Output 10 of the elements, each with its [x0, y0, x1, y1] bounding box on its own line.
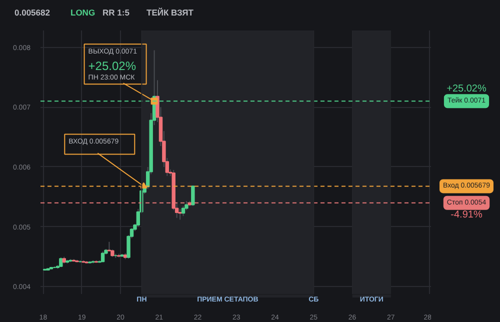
text: +25.02%	[446, 84, 486, 95]
chart-title: 0.005682	[14, 8, 50, 18]
annotation: +25.02%	[88, 59, 136, 74]
text: -4.91%	[450, 209, 482, 220]
text: RR 1:5	[102, 8, 130, 18]
candlestick	[59, 256, 63, 268]
chart-subtitle: LONG	[70, 8, 96, 18]
candlestick	[181, 205, 186, 217]
candlestick	[191, 185, 195, 206]
text: ТЕЙК ВЗЯТ	[146, 8, 194, 18]
